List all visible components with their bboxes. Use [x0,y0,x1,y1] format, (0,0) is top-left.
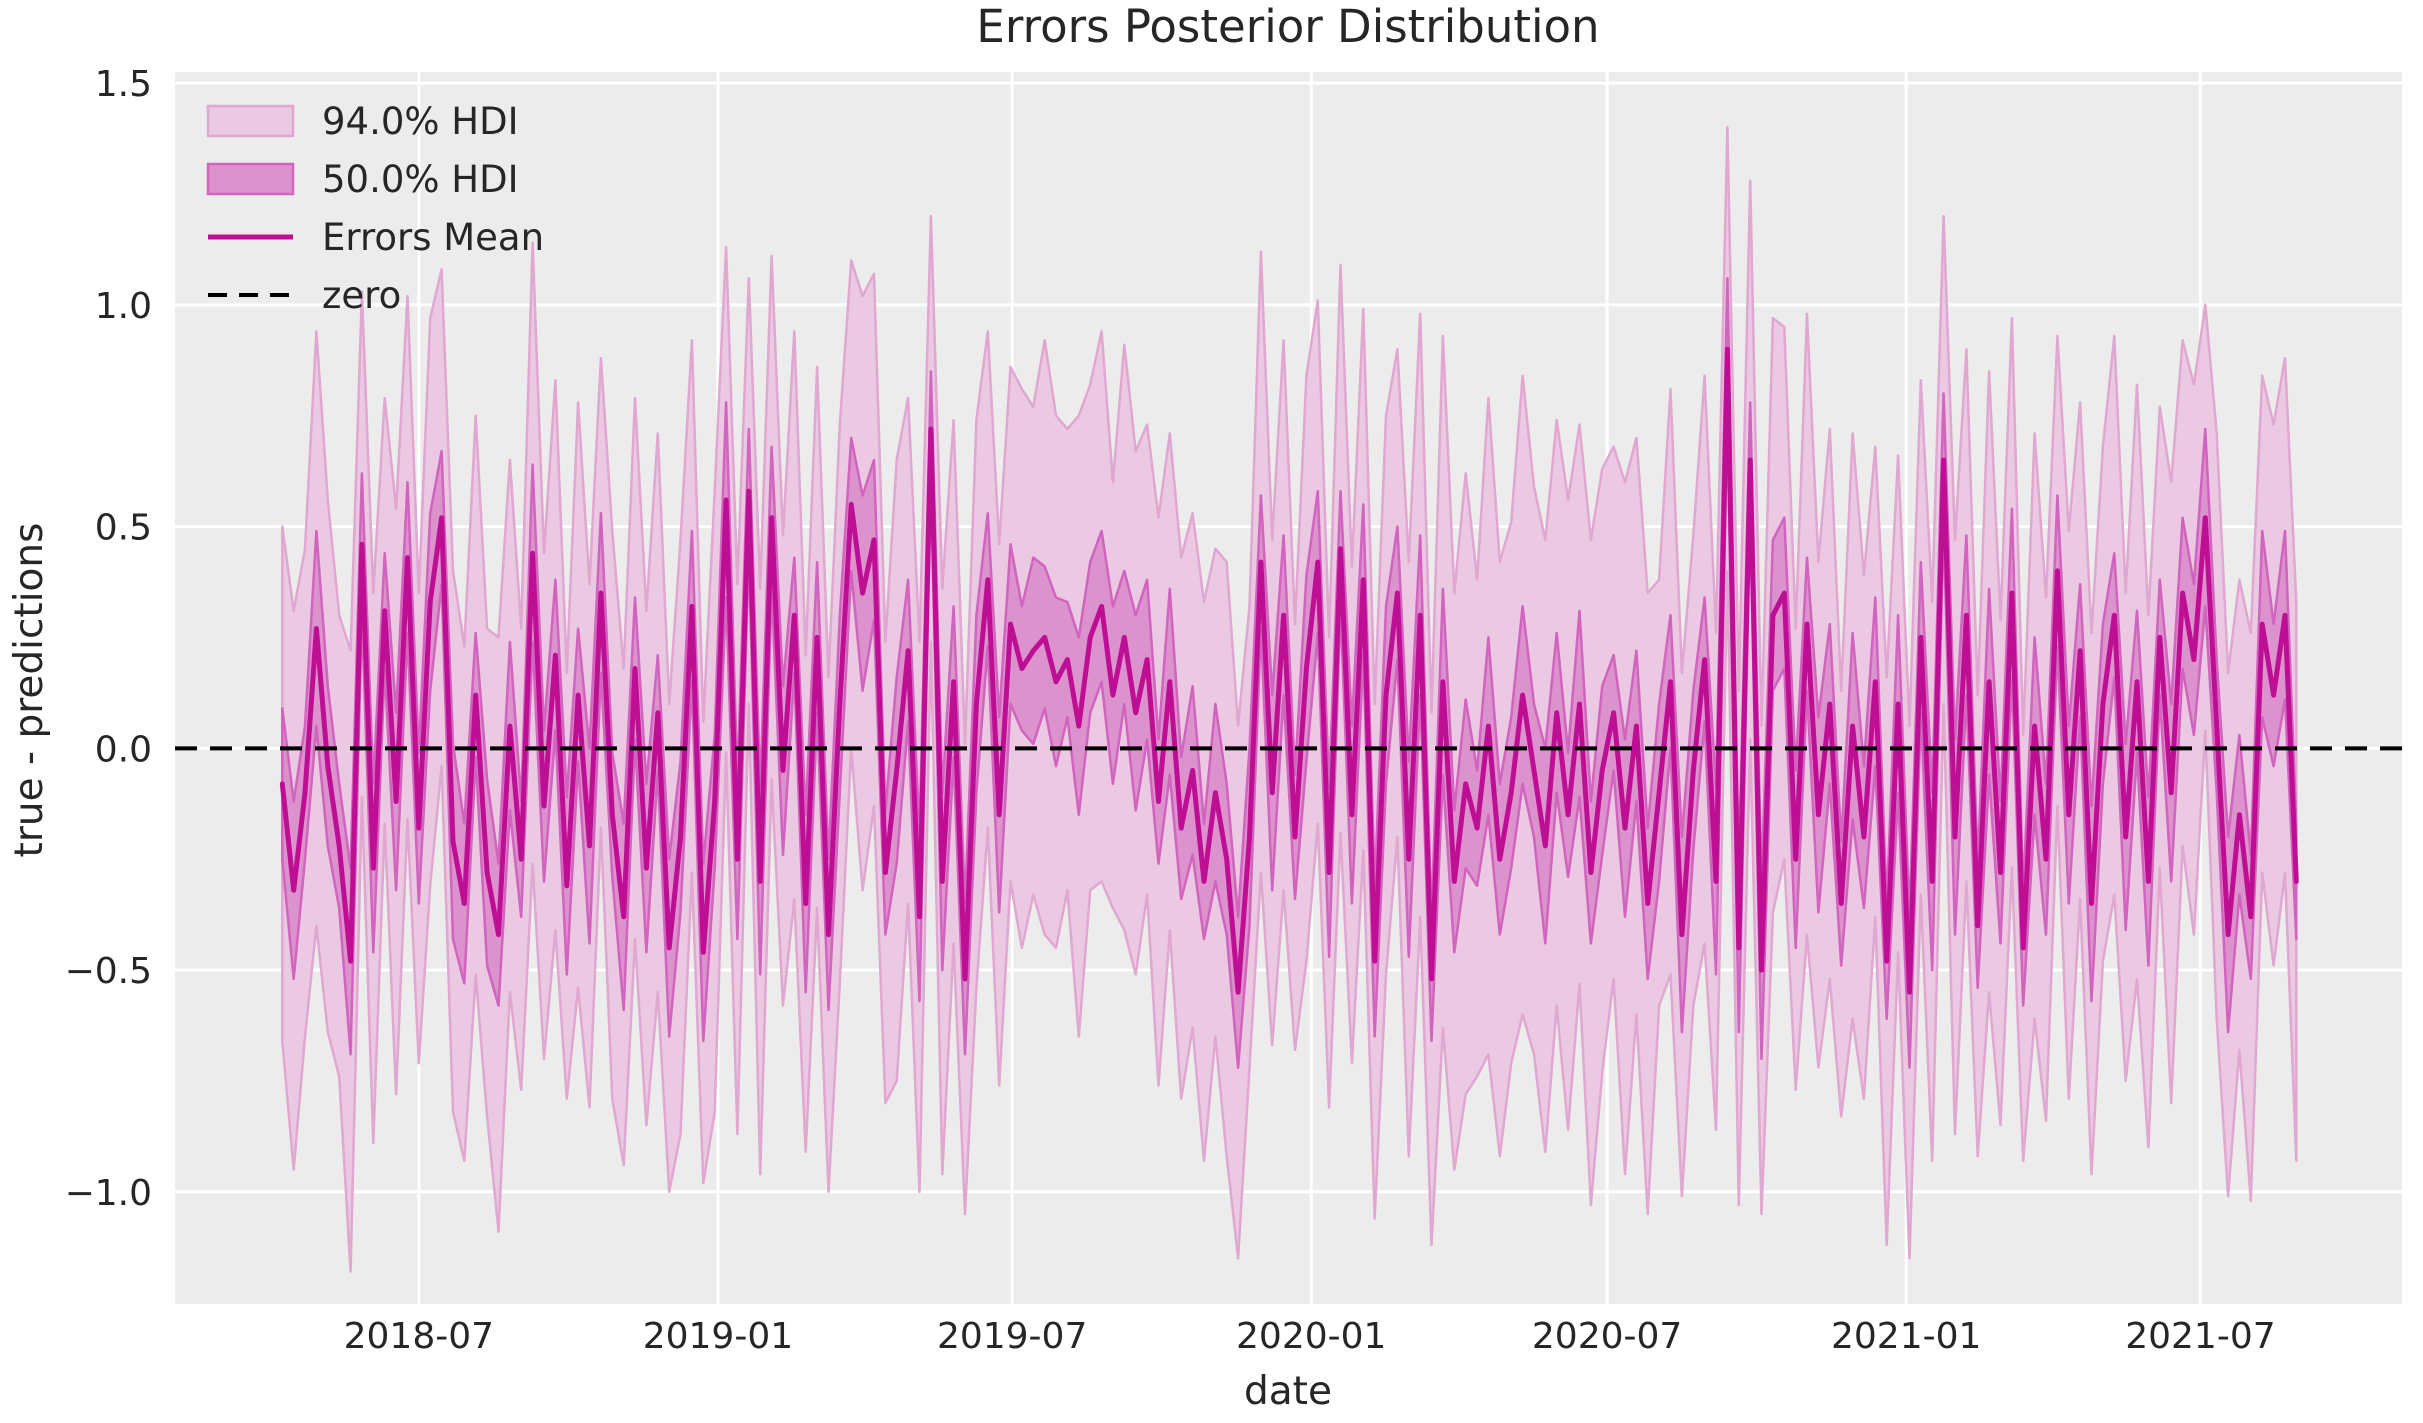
legend-label-zero: zero [322,274,401,317]
x-tick-label: 2019-01 [643,1316,793,1357]
x-tick-labels: 2018-07 2019-01 2019-07 2020-01 2020-07 2021-… [344,1316,2276,1357]
y-tick-label: 1.5 [95,64,152,105]
y-tick-label: 0.0 [95,729,152,770]
y-tick-label: −1.0 [65,1173,152,1214]
x-tick-label: 2021-07 [2125,1316,2275,1357]
hdi-50-polygon [281,276,2298,1069]
x-tick-label: 2018-07 [344,1316,494,1357]
x-tick-label: 2019-07 [937,1316,1087,1357]
chart-title: Errors Posterior Distribution [976,0,1599,53]
x-tick-label: 2020-07 [1532,1316,1682,1357]
y-axis-label: true - predictions [7,523,52,858]
y-tick-label: −0.5 [65,951,152,992]
y-tick-label: 1.0 [95,286,152,327]
errors-mean-path [279,346,2299,995]
y-tick-label: 0.5 [95,508,152,549]
legend-swatch-94-hdi [206,104,295,138]
legend: 94.0% HDI 50.0% HDI Errors Mean zero [206,100,544,317]
legend-label-errors-mean: Errors Mean [322,216,544,259]
y-tick-labels: 1.5 1.0 0.5 0.0 −0.5 −1.0 [65,64,152,1214]
x-axis-label: date [1244,1369,1332,1414]
hdi-50-band [281,276,2298,1069]
x-tick-label: 2020-01 [1236,1316,1386,1357]
legend-swatch-50-hdi [206,162,295,196]
errors-mean-line [279,346,2299,995]
legend-label-94-hdi: 94.0% HDI [322,100,519,143]
x-tick-label: 2021-01 [1831,1316,1981,1357]
legend-label-50-hdi: 50.0% HDI [322,158,519,201]
